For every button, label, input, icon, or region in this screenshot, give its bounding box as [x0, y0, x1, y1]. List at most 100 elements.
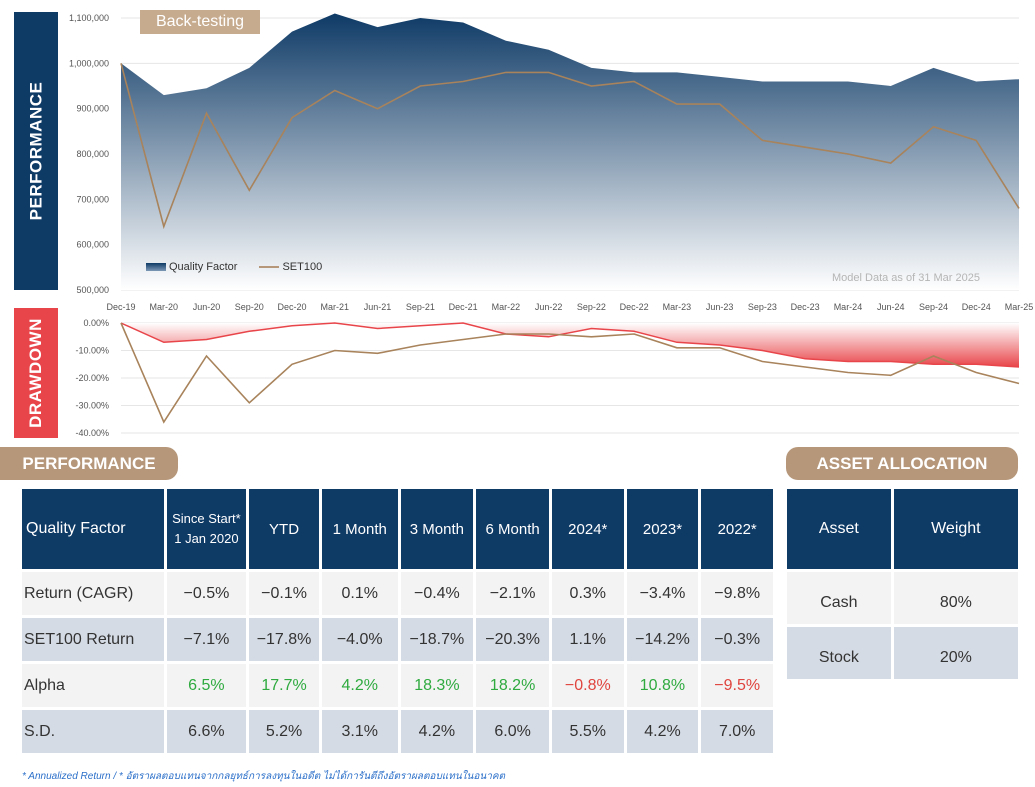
x-tick-label: Jun-23 — [706, 302, 734, 312]
y-tick-label: 600,000 — [76, 240, 109, 250]
cell: 4.2% — [400, 710, 474, 753]
x-tick-label: Dec-19 — [106, 302, 135, 312]
col-header: Weight — [893, 489, 1018, 569]
cell: 6.6% — [166, 710, 247, 753]
cell: −9.8% — [701, 572, 773, 615]
y-tick-label: -20.00% — [75, 373, 109, 383]
y-tick-label: -40.00% — [75, 428, 109, 438]
drawdown-chart: 0.00% -10.00% -20.00% -30.00% -40.00% — [75, 318, 1020, 438]
cell: 4.2% — [321, 664, 398, 707]
cell: 4.2% — [626, 710, 699, 753]
col-header: Quality Factor — [22, 489, 164, 569]
row-label: S.D. — [22, 710, 164, 753]
x-tick-label: Dec-20 — [278, 302, 307, 312]
legend-quality: Quality Factor — [146, 261, 237, 273]
col-header: 1 Month — [321, 489, 398, 569]
row-label: Alpha — [22, 664, 164, 707]
cell: −7.1% — [166, 618, 247, 661]
x-tick-label: Sep-24 — [919, 302, 948, 312]
legend-set100-label: SET100 — [282, 261, 323, 273]
x-tick-label: Sep-20 — [235, 302, 264, 312]
table-row: SET100 Return −7.1% −17.8% −4.0% −18.7% … — [22, 618, 773, 661]
cell: −18.7% — [400, 618, 474, 661]
table-row: Cash 80% — [787, 572, 1018, 624]
x-tick-label: Dec-21 — [449, 302, 478, 312]
x-tick-label: Mar-21 — [321, 302, 350, 312]
y-tick-label: 1,000,000 — [69, 58, 109, 68]
drawdown-sidebar-label: DRAWDOWN — [26, 318, 46, 428]
cell: 18.3% — [400, 664, 474, 707]
table-row: S.D. 6.6% 5.2% 3.1% 4.2% 6.0% 5.5% 4.2% … — [22, 710, 773, 753]
cell: 18.2% — [476, 664, 549, 707]
chart-legend: Quality Factor SET100 — [146, 261, 322, 273]
backtest-badge-label: Back-testing — [155, 13, 245, 30]
cell: −4.0% — [321, 618, 398, 661]
col-header: Asset — [787, 489, 891, 569]
series-quality-area — [121, 323, 1019, 367]
x-tick-label: Jun-21 — [364, 302, 392, 312]
series-quality-line — [120, 322, 1020, 368]
series-set100-line — [120, 63, 1020, 230]
legend-quality-swatch — [146, 263, 166, 271]
x-tick-label: Dec-24 — [962, 302, 991, 312]
backtest-badge: Back-testing — [140, 10, 260, 34]
y-tick-label: 900,000 — [76, 104, 109, 114]
legend-set100: SET100 — [259, 261, 322, 273]
col-header: YTD — [249, 489, 319, 569]
x-tick-label: Jun-20 — [193, 302, 221, 312]
x-tick-label: Mar-24 — [834, 302, 863, 312]
y-tick-label: 0.00% — [83, 318, 109, 328]
y-tick-label: 500,000 — [76, 285, 109, 295]
x-tick-label: Mar-23 — [663, 302, 692, 312]
performance-header: PERFORMANCE — [0, 447, 178, 480]
alloc-asset: Cash — [787, 572, 891, 624]
cell: 0.3% — [551, 572, 624, 615]
x-tick-label: Mar-22 — [492, 302, 521, 312]
alloc-weight: 20% — [893, 627, 1018, 679]
legend-quality-label: Quality Factor — [169, 261, 238, 273]
table-header-row: Quality Factor Since Start* 1 Jan 2020 Y… — [22, 489, 773, 569]
x-tick-label: Dec-22 — [620, 302, 649, 312]
performance-chart: 1,100,000 1,000,000 900,000 800,000 700,000 6… — [69, 13, 1034, 312]
cell: −2.1% — [476, 572, 549, 615]
table-row: Stock 20% — [787, 627, 1018, 679]
cell: −0.5% — [166, 572, 247, 615]
asset-allocation-table: Asset Weight Cash 80% Stock 20% — [784, 486, 1021, 682]
x-tick-label: Mar-20 — [150, 302, 179, 312]
table-header-row: Asset Weight — [787, 489, 1018, 569]
x-tick-label: Mar-25 — [1005, 302, 1034, 312]
cell: 0.1% — [321, 572, 398, 615]
y-tick-label: 800,000 — [76, 149, 109, 159]
cell: −0.1% — [249, 572, 319, 615]
model-note: Model Data as of 31 Mar 2025 — [832, 272, 980, 284]
series-set100-line — [120, 322, 1020, 424]
col-header: 3 Month — [400, 489, 474, 569]
performance-table: Quality Factor Since Start* 1 Jan 2020 Y… — [19, 486, 776, 756]
x-tick-label: Dec-23 — [791, 302, 820, 312]
asset-allocation-header-label: ASSET ALLOCATION — [816, 453, 988, 473]
col-header: 2023* — [626, 489, 699, 569]
performance-sidebar-label: PERFORMANCE — [26, 81, 46, 221]
cell: 10.8% — [626, 664, 699, 707]
cell: 6.0% — [476, 710, 549, 753]
row-label: SET100 Return — [22, 618, 164, 661]
x-tick-label: Sep-21 — [406, 302, 435, 312]
legend-set100-swatch — [259, 266, 280, 268]
cell: 5.2% — [249, 710, 319, 753]
x-tick-label: Jun-24 — [877, 302, 905, 312]
cell: 3.1% — [321, 710, 398, 753]
y-tick-label: 700,000 — [76, 194, 109, 204]
x-tick-label: Sep-23 — [748, 302, 777, 312]
alloc-weight: 80% — [893, 572, 1018, 624]
cell: −9.5% — [701, 664, 773, 707]
x-tick-label: Jun-22 — [535, 302, 563, 312]
cell: 6.5% — [166, 664, 247, 707]
cell: 5.5% — [551, 710, 624, 753]
col-header: 2024* — [551, 489, 624, 569]
asset-allocation-header: ASSET ALLOCATION — [786, 447, 1018, 480]
cell: −14.2% — [626, 618, 699, 661]
y-tick-label: -10.00% — [75, 346, 109, 356]
col-header: Since Start* 1 Jan 2020 — [166, 489, 247, 569]
row-label: Return (CAGR) — [22, 572, 164, 615]
cell: −20.3% — [476, 618, 549, 661]
